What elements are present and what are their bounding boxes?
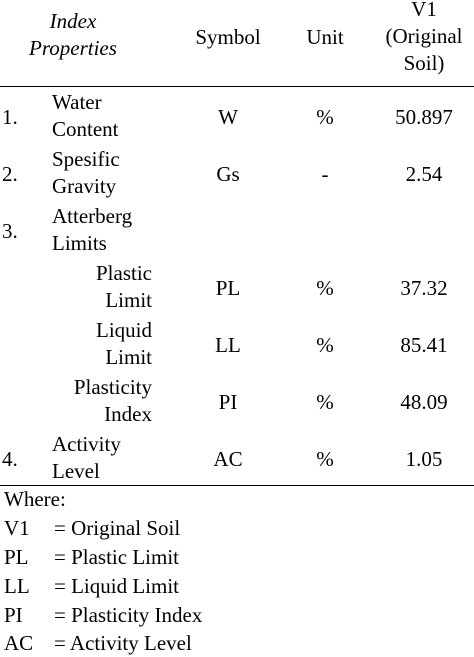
legend-desc: = Activity Level [54, 631, 192, 655]
row-symbol: W [218, 105, 238, 129]
row-number: 2. [2, 162, 18, 186]
header-properties-line1: Index [49, 9, 97, 33]
header-value: V1 (Original Soil) [370, 0, 474, 77]
row-name-line2: Limit [105, 288, 152, 312]
header-value-line1: V1 [411, 0, 437, 21]
header-divider [0, 86, 474, 87]
legend-abbr: LL [4, 574, 30, 598]
row-name: Plasticity Index [50, 374, 152, 428]
header-value-line2: (Original [385, 24, 463, 48]
row-name-line2: Index [104, 402, 152, 426]
row-unit: % [316, 390, 334, 414]
row-name: Atterberg Limits [52, 203, 132, 257]
row-name: Spesific Gravity [52, 146, 120, 200]
header-properties-line2: Properties [29, 36, 117, 60]
row-symbol: PL [215, 276, 241, 300]
row-name-line1: Spesific [52, 147, 120, 171]
row-value: 85.41 [400, 333, 448, 357]
row-number: 1. [2, 105, 18, 129]
header-unit: Unit [306, 25, 344, 49]
header-value-line3: Soil) [403, 51, 445, 75]
table-bottom-rule [0, 485, 474, 486]
header-properties: Index Properties [8, 8, 138, 62]
row-value: 2.54 [405, 162, 443, 186]
row-unit: % [316, 333, 334, 357]
legend-desc: = Liquid Limit [54, 574, 180, 598]
row-symbol: LL [215, 333, 241, 357]
row-name-line1: Plasticity [73, 375, 152, 399]
header-symbol: Symbol [195, 25, 261, 49]
row-name-line2: Content [52, 117, 119, 141]
row-name-line2: Gravity [52, 174, 117, 198]
row-symbol: Gs [216, 162, 240, 186]
row-name-line1: Atterberg [52, 204, 133, 228]
legend-desc: = Plasticity Index [54, 603, 203, 627]
row-value: 37.32 [400, 276, 448, 300]
row-unit: % [316, 105, 334, 129]
row-name: Activity Level [52, 431, 121, 485]
legend-abbr: PI [4, 603, 23, 627]
row-unit: - [321, 162, 329, 186]
legend-abbr: AC [4, 631, 34, 655]
row-value: 1.05 [405, 447, 443, 471]
row-value: 50.897 [395, 105, 453, 129]
row-name-line1: Plastic [96, 261, 152, 285]
legend-abbr: V1 [4, 516, 30, 540]
row-name: Liquid Limit [60, 317, 152, 371]
row-number: 4. [2, 447, 18, 471]
legend-title: Where: [4, 487, 66, 511]
row-name-line1: Liquid [96, 318, 152, 342]
row-name: Plastic Limit [60, 260, 152, 314]
legend-desc: = Original Soil [54, 516, 181, 540]
row-unit: % [316, 276, 334, 300]
row-value: 48.09 [400, 390, 448, 414]
row-name-line1: Water [52, 90, 102, 114]
row-symbol: AC [213, 447, 243, 471]
row-unit: % [316, 447, 334, 471]
row-symbol: PI [218, 390, 238, 414]
row-number: 3. [2, 219, 18, 243]
legend-abbr: PL [4, 545, 29, 569]
row-name-line2: Level [52, 459, 100, 483]
row-name-line2: Limits [52, 231, 107, 255]
row-name: Water Content [52, 89, 119, 143]
legend-desc: = Plastic Limit [54, 545, 180, 569]
row-name-line1: Activity [52, 432, 121, 456]
row-name-line2: Limit [105, 345, 152, 369]
